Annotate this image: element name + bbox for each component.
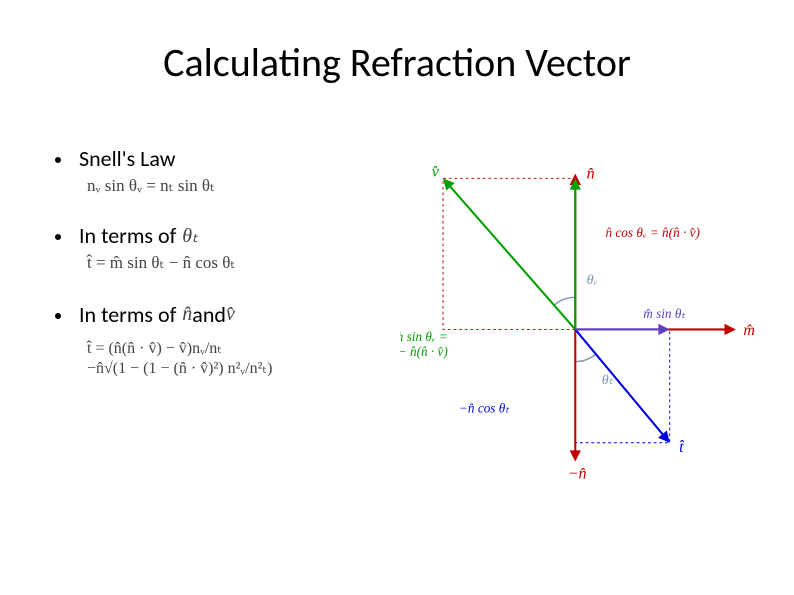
bullet-1: Snell's Law: [55, 145, 272, 172]
bullet-3-and: and: [192, 301, 226, 328]
svg-text:v̂: v̂: [432, 163, 440, 180]
bullet-3-nhat: n̂: [182, 303, 192, 326]
bullet-2: In terms of θₜ: [55, 222, 272, 249]
svg-text:n̂: n̂: [587, 165, 595, 182]
bullet-dot: [55, 157, 61, 163]
formula-3a: t̂ = (n̂(n̂ · v̂) − v̂)nᵥ/nₜ: [87, 338, 272, 358]
svg-text:θᵥ: θᵥ: [587, 272, 598, 288]
formula-1: nᵥ sin θᵥ = nₜ sin θₜ: [87, 176, 272, 196]
bullet-3: In terms of n̂ and v̂: [55, 301, 272, 328]
svg-text:n̂ cos θᵥ = n̂(n̂ · v̂): n̂ cos θᵥ = n̂(n̂ · v̂): [606, 225, 700, 240]
svg-text:v̂ − n̂(n̂ · v̂): v̂ − n̂(n̂ · v̂): [400, 344, 448, 359]
bullet-2-tail: θₜ: [182, 223, 198, 248]
svg-text:m̂: m̂: [743, 322, 755, 339]
svg-text:t̂: t̂: [679, 439, 684, 456]
bullet-3-vhat: v̂: [226, 303, 235, 326]
formula-3b: −n̂√(1 − (1 − (n̂ · v̂)²) n²ᵥ/n²ₜ): [87, 358, 272, 378]
svg-text:−m̂ sin θᵥ =: −m̂ sin θᵥ =: [400, 329, 448, 344]
page-title: Calculating Refraction Vector: [0, 38, 794, 87]
refraction-diagram: θᵥθₜn̂−n̂m̂v̂t̂n̂ cos θᵥ = n̂(n̂ · v̂)m̂…: [400, 150, 760, 490]
bullet-3-text: In terms of: [79, 301, 176, 328]
bullet-1-text: Snell's Law: [79, 145, 176, 172]
svg-text:m̂ sin θₜ: m̂ sin θₜ: [643, 306, 686, 321]
bullet-2-text: In terms of: [79, 222, 176, 249]
bullet-dot: [55, 234, 61, 240]
bullet-list: Snell's Law nᵥ sin θᵥ = nₜ sin θₜ In ter…: [55, 145, 272, 378]
bullet-dot: [55, 313, 61, 319]
svg-text:−n̂: −n̂: [568, 466, 587, 483]
svg-text:−n̂ cos θₜ: −n̂ cos θₜ: [459, 401, 510, 416]
formula-2: t̂ = m̂ sin θₜ − n̂ cos θₜ: [87, 253, 272, 273]
